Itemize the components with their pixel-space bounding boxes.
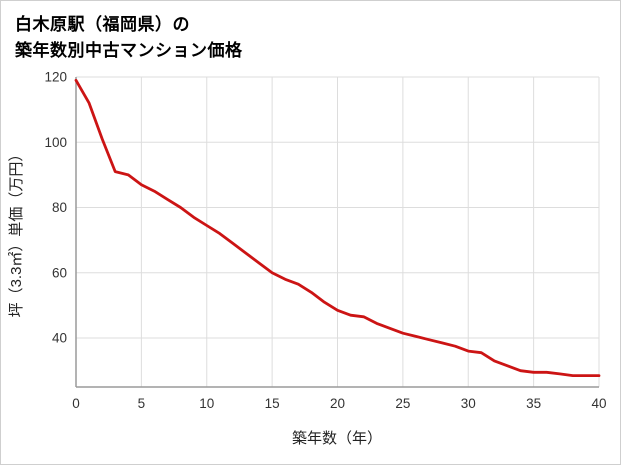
chart-title-line-2: 築年数別中古マンション価格: [15, 41, 243, 61]
y-tick-label: 60: [52, 265, 67, 280]
x-tick-label: 30: [461, 396, 476, 411]
x-tick-label: 25: [395, 396, 410, 411]
x-tick-label: 10: [199, 396, 214, 411]
chart-generated-layer: 0 5 10 15 20 25 30 35 40 40 60 80 100 120: [44, 69, 606, 411]
price-line-series: [74, 78, 601, 377]
x-tick-label: 35: [526, 396, 541, 411]
price-line-chart: 0 5 10 15 20 25 30 35 40 40 60 80 100 120 坪（3.3㎡）単価（万…: [8, 69, 607, 447]
x-tick-label: 15: [265, 396, 280, 411]
x-axis-label: 築年数（年）: [292, 429, 382, 447]
y-tick-label: 120: [44, 69, 67, 84]
x-tick-label: 20: [330, 396, 345, 411]
chart-header: 白木原駅（福岡県）の 築年数別中古マンション価格: [1, 1, 620, 65]
chart-title-line-1: 白木原駅（福岡県）の: [15, 15, 190, 34]
x-tick-label: 5: [138, 396, 146, 411]
y-tick-label: 100: [44, 134, 67, 149]
y-axis-label: 坪（3.3㎡）単価（万円）: [8, 146, 25, 317]
x-tick-label: 0: [72, 396, 80, 411]
y-tick-label: 40: [52, 330, 67, 345]
x-tick-label: 40: [591, 396, 606, 411]
y-tick-label: 80: [52, 200, 67, 215]
